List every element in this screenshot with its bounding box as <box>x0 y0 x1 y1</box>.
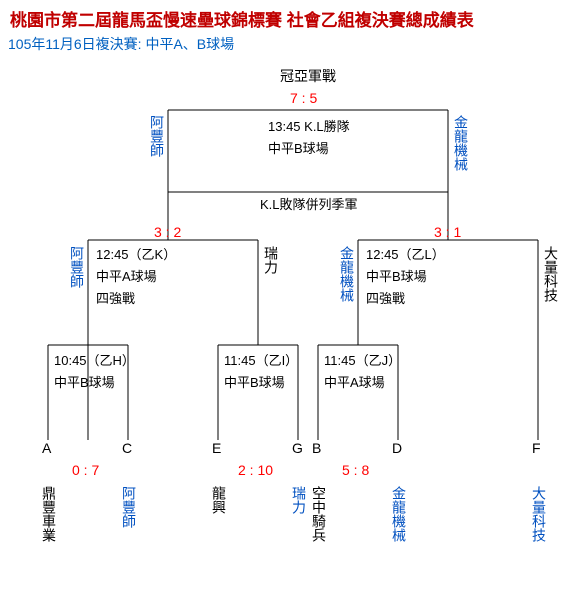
team-bottom-f: 大量科技 <box>530 486 548 542</box>
semi-k-score: 3 : 2 <box>154 224 181 240</box>
final-note: K.L敗隊併列季軍 <box>260 196 358 214</box>
semi-k-time: 12:45（乙K） <box>96 246 176 264</box>
team-bottom-b: 空中騎兵 <box>310 486 328 542</box>
score-bd: 5 : 8 <box>342 462 369 478</box>
semi-k-venue: 中平A球場 <box>96 268 157 286</box>
semi-l-time: 12:45（乙L） <box>366 246 445 264</box>
qf-j-time: 11:45（乙J） <box>324 352 401 370</box>
semi-l-venue: 中平B球場 <box>366 268 427 286</box>
score-ac: 0 : 7 <box>72 462 99 478</box>
team-bottom-e: 龍興 <box>210 486 228 514</box>
team-bottom-a: 鼎豐車業 <box>40 486 58 542</box>
team-mid-c: 金龍機械 <box>338 246 356 302</box>
semi-l-note: 四強戰 <box>366 290 405 308</box>
letter-f: F <box>532 440 541 456</box>
final-venue: 中平B球場 <box>268 140 329 158</box>
team-mid-a: 阿豐師 <box>68 246 86 288</box>
qf-i-time: 11:45（乙I） <box>224 352 298 370</box>
semi-l-score: 3 : 1 <box>434 224 461 240</box>
final-time: 13:45 K.L勝隊 <box>268 118 350 136</box>
bracket-canvas: 桃園市第二屆龍馬盃慢速壘球錦標賽 社會乙組複決賽總成績表 105年11月6日複決… <box>0 0 585 600</box>
qf-h-time: 10:45（乙H） <box>54 352 135 370</box>
team-mid-d: 大量科技 <box>542 246 560 302</box>
letter-a: A <box>42 440 51 456</box>
team-top-right: 金龍機械 <box>452 115 470 171</box>
team-bottom-g: 瑞力 <box>290 486 308 514</box>
team-top-left: 阿豐師 <box>148 115 166 157</box>
final-heading: 冠亞軍戰 <box>280 66 336 86</box>
letter-g: G <box>292 440 303 456</box>
letter-e: E <box>212 440 221 456</box>
team-bottom-c: 阿豐師 <box>120 486 138 528</box>
letter-c: C <box>122 440 132 456</box>
team-bottom-d: 金龍機械 <box>390 486 408 542</box>
letter-b: B <box>312 440 321 456</box>
semi-k-note: 四強戰 <box>96 290 135 308</box>
team-mid-b: 瑞力 <box>262 246 280 274</box>
final-score: 7 : 5 <box>290 90 317 106</box>
letter-d: D <box>392 440 402 456</box>
score-eg: 2 : 10 <box>238 462 273 478</box>
qf-h-venue: 中平B球場 <box>54 374 115 392</box>
qf-i-venue: 中平B球場 <box>224 374 285 392</box>
qf-j-venue: 中平A球場 <box>324 374 385 392</box>
